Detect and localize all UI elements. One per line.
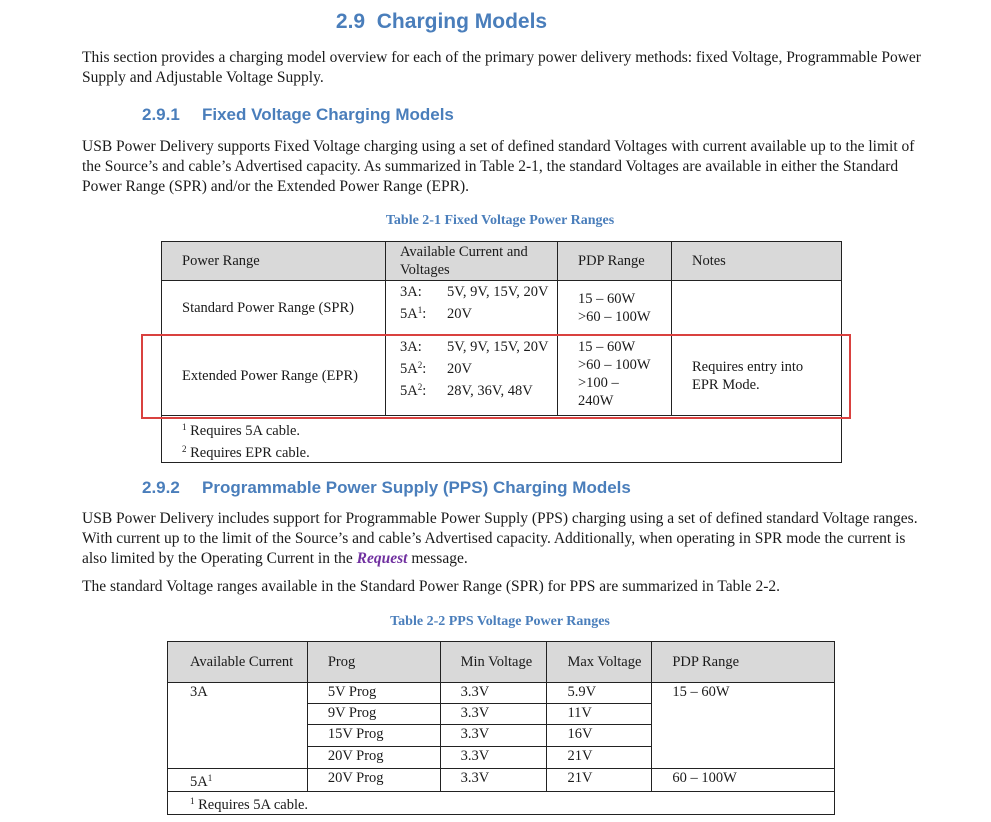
min-voltage: 3.3V <box>439 703 548 725</box>
table-row: 3A 5V Prog 3.3V 5.9V 15 – 60W <box>167 682 835 769</box>
pps-paragraph-2: The standard Voltage ranges available in… <box>82 578 780 595</box>
spr-notes <box>671 280 842 336</box>
table2: Available Current Prog Min Voltage Max V… <box>167 641 835 815</box>
spr-v2: 20V <box>447 306 472 322</box>
header-pdp-range: PDP Range <box>557 241 672 281</box>
min-voltage: 3.3V <box>439 682 548 704</box>
table-row-spr: Standard Power Range (SPR) 3A: 5V, 9V, 15… <box>161 280 842 336</box>
max-voltage: 5.9V <box>546 682 653 704</box>
max-voltage: 16V <box>546 724 653 747</box>
table2-header: Available Current Prog Min Voltage Max V… <box>167 641 835 683</box>
spr-currents: 3A: 5V, 9V, 15V, 20V 5A1: 20V <box>385 280 558 336</box>
footnote-1: 1 Requires 5A cable. <box>167 791 835 815</box>
spr-c1: 3A: <box>400 284 422 300</box>
table-row: 20V Prog 3.3V 21V <box>168 746 835 769</box>
prog: 9V Prog <box>306 703 441 725</box>
min-voltage: 3.3V <box>439 746 548 769</box>
table2-caption: Table 2-2 PPS Voltage Power Ranges <box>390 614 610 629</box>
current-3a: 3A <box>167 682 308 769</box>
table-row: 15V Prog 3.3V 16V <box>168 724 835 747</box>
header-power-range: Power Range <box>161 241 386 281</box>
table-row-epr: Extended Power Range (EPR) 3A: 5V, 9V, 15… <box>161 335 842 416</box>
header-pdp-range: PDP Range <box>651 641 835 683</box>
table1-header: Power Range Available Current and Voltag… <box>161 241 842 281</box>
prog: 15V Prog <box>306 724 441 747</box>
spr-c2: 5A1: <box>400 305 427 322</box>
table1-caption: Table 2-1 Fixed Voltage Power Ranges <box>385 213 615 228</box>
table1: Power Range Available Current and Voltag… <box>161 241 842 463</box>
table1-footnotes: 1 Requires 5A cable. 2 Requires EPR cabl… <box>161 415 842 463</box>
section-intro: This section provides a charging model o… <box>82 49 921 86</box>
table-row: 9V Prog 3.3V 11V <box>168 703 835 725</box>
max-voltage: 21V <box>546 746 653 769</box>
min-voltage: 3.3V <box>439 768 548 792</box>
prog: 5V Prog <box>306 682 441 704</box>
epr-currents: 3A: 5V, 9V, 15V, 20V 5A2: 20V 5A2: 28V, 36V, … <box>385 335 558 416</box>
footnote-cell: 1 Requires 5A cable. 2 Requires EPR cabl… <box>161 415 842 463</box>
table-row: 5A1 20V Prog 3.3V 21V 60 – 100W <box>167 768 835 792</box>
prog: 20V Prog <box>306 768 441 792</box>
request-link[interactable]: Request <box>356 550 408 567</box>
subsection-heading-fixed: 2.9.1 Fixed Voltage Charging Models <box>142 105 454 124</box>
header-prog: Prog <box>306 641 441 683</box>
max-voltage: 21V <box>546 768 653 792</box>
spr-v1: 5V, 9V, 15V, 20V <box>447 284 549 300</box>
table2-footnote: 1 Requires 5A cable. <box>167 791 835 815</box>
min-voltage: 3.3V <box>439 724 548 747</box>
pdp-5a: 60 – 100W <box>651 768 835 792</box>
header-notes: Notes <box>671 241 842 281</box>
header-min-voltage: Min Voltage <box>439 641 548 683</box>
pps-paragraph: USB Power Delivery includes support for … <box>82 510 918 567</box>
footnote-2: 2 Requires EPR cable. <box>182 444 310 461</box>
spr-range: Standard Power Range (SPR) <box>161 280 386 336</box>
highlight-box <box>141 334 851 419</box>
epr-pdp: 15 – 60W >60 – 100W >100 – 240W <box>557 335 672 416</box>
header-available-current: Available Current <box>167 641 308 683</box>
section-heading: 2.9 Charging Models <box>335 10 548 33</box>
prog: 20V Prog <box>306 746 441 769</box>
current-5a: 5A1 <box>167 768 308 792</box>
footnote-1: 1 Requires 5A cable. <box>182 422 301 439</box>
pdp-3a: 15 – 60W <box>651 682 835 769</box>
fixed-paragraph: USB Power Delivery supports Fixed Voltag… <box>82 138 915 195</box>
header-max-voltage: Max Voltage <box>546 641 653 683</box>
subsection-heading-pps: 2.9.2 Programmable Power Supply (PPS) Cha… <box>142 478 631 497</box>
spr-pdp: 15 – 60W >60 – 100W <box>557 280 672 336</box>
epr-notes: Requires entry into EPR Mode. <box>671 335 842 416</box>
header-current-voltages: Available Current and Voltages <box>385 241 558 281</box>
max-voltage: 11V <box>546 703 653 725</box>
